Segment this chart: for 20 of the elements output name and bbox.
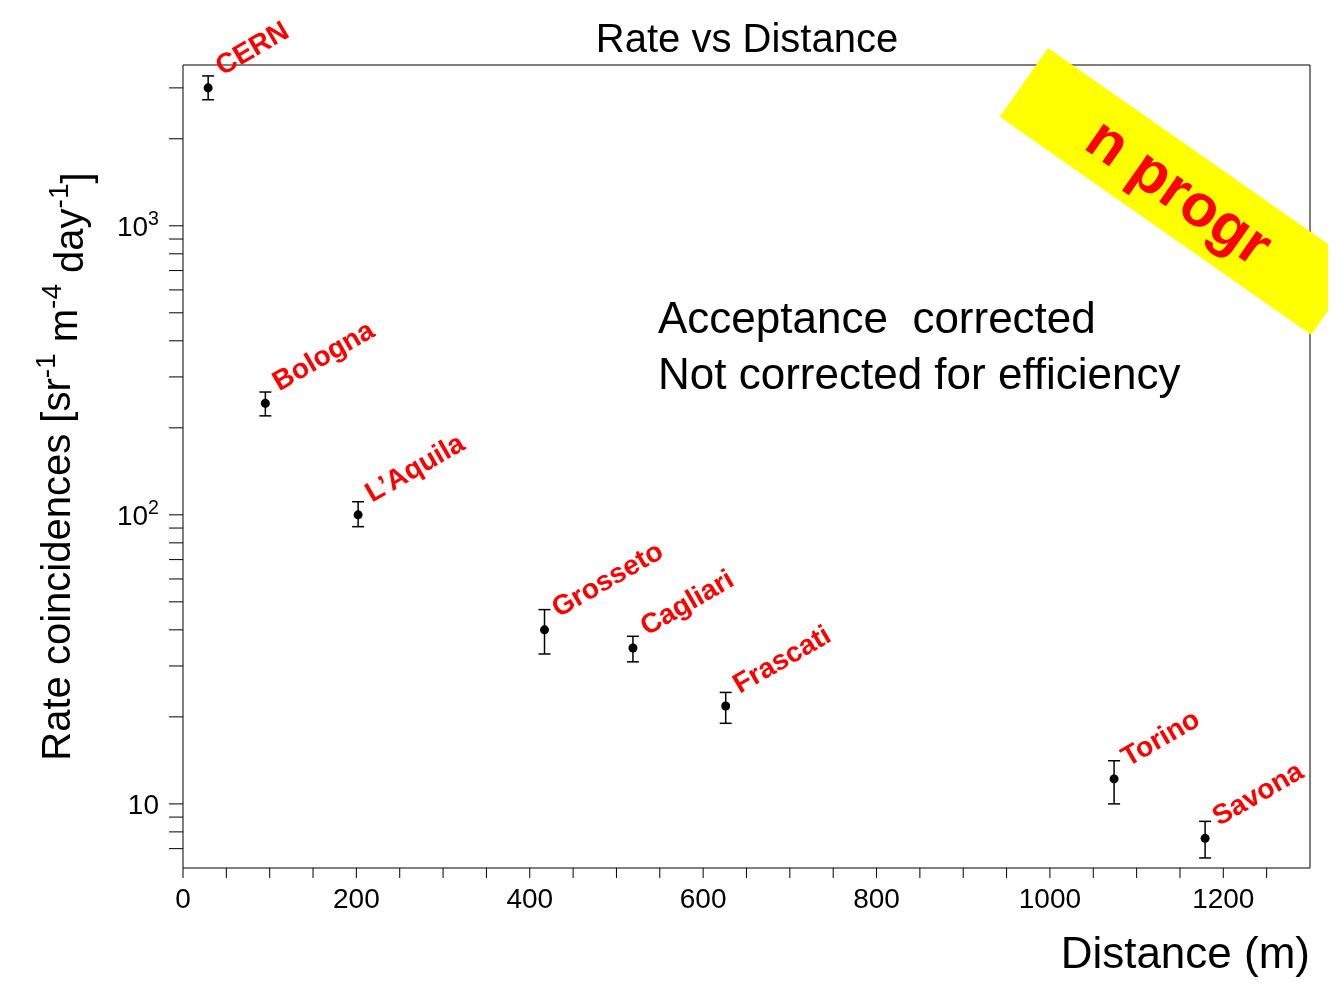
y-tick-label: 10 — [127, 788, 159, 820]
x-tick-label: 1200 — [1192, 883, 1255, 914]
point — [260, 398, 270, 408]
x-tick-label: 0 — [175, 883, 191, 914]
x-axis-title: Distance (m) — [1060, 928, 1310, 977]
point — [1200, 833, 1210, 843]
point — [353, 510, 363, 520]
x-tick-label: 1000 — [1018, 883, 1082, 914]
point — [203, 83, 213, 93]
x-tick-label: 200 — [333, 883, 380, 914]
point — [721, 701, 731, 711]
x-tick-label: 600 — [679, 883, 727, 914]
y-tick-label: 10$^{3}$ — [116, 207, 160, 242]
point — [628, 643, 638, 653]
chart-title: Rate vs Distance — [595, 16, 899, 60]
x-tick-label: 400 — [506, 883, 554, 914]
point — [1109, 774, 1119, 784]
y-tick-label: 10$^{2}$ — [116, 496, 159, 531]
x-tick-label: 800 — [853, 883, 900, 914]
point — [539, 625, 550, 635]
